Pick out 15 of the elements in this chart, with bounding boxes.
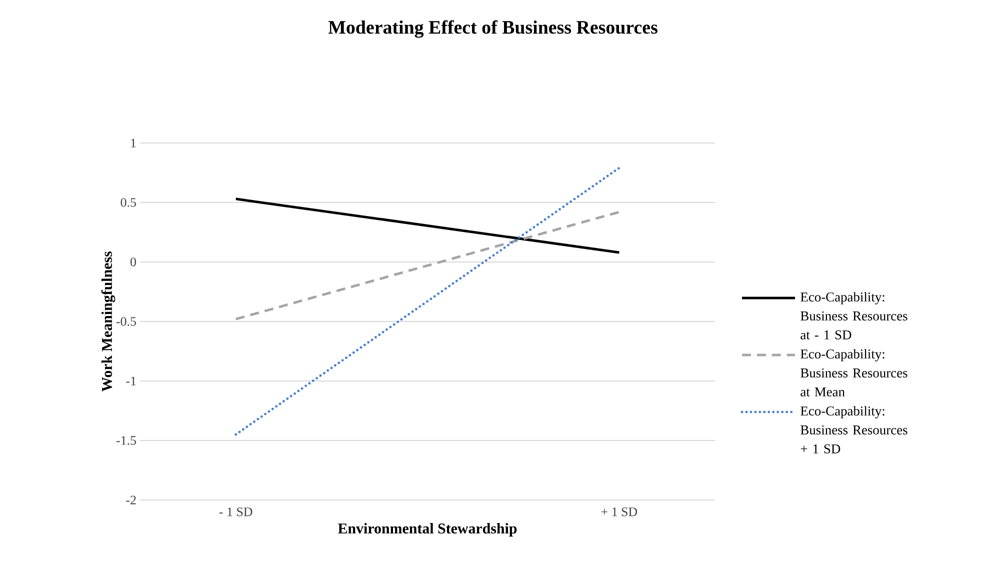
y-tick-label: -1 (126, 376, 136, 386)
legend-label: Eco-Capability: Business Resources at - 1 SD (800, 292, 908, 340)
y-tick-label: 1 (131, 138, 136, 148)
y-tick-label: -2 (126, 496, 136, 504)
y-tick-label: -0.5 (116, 317, 136, 326)
x-tick-label: - 1 SD (219, 508, 252, 516)
legend-label: Eco-Capability: Business Resources at Mean (800, 349, 908, 396)
x-axis-title: Environmental Stewardship (338, 523, 517, 537)
x-tick-label: + 1 SD (601, 508, 638, 516)
y-tick-label: 0.5 (120, 198, 136, 207)
legend-label: Eco-Capability: Business Resources + 1 SD (800, 406, 908, 454)
y-tick-label: -1.5 (116, 436, 136, 445)
y-axis-title: Work Meaningfulness (101, 251, 116, 392)
chart-title: Moderating Effect of Business Resources (328, 20, 658, 38)
y-tick-label: 0 (130, 258, 136, 266)
